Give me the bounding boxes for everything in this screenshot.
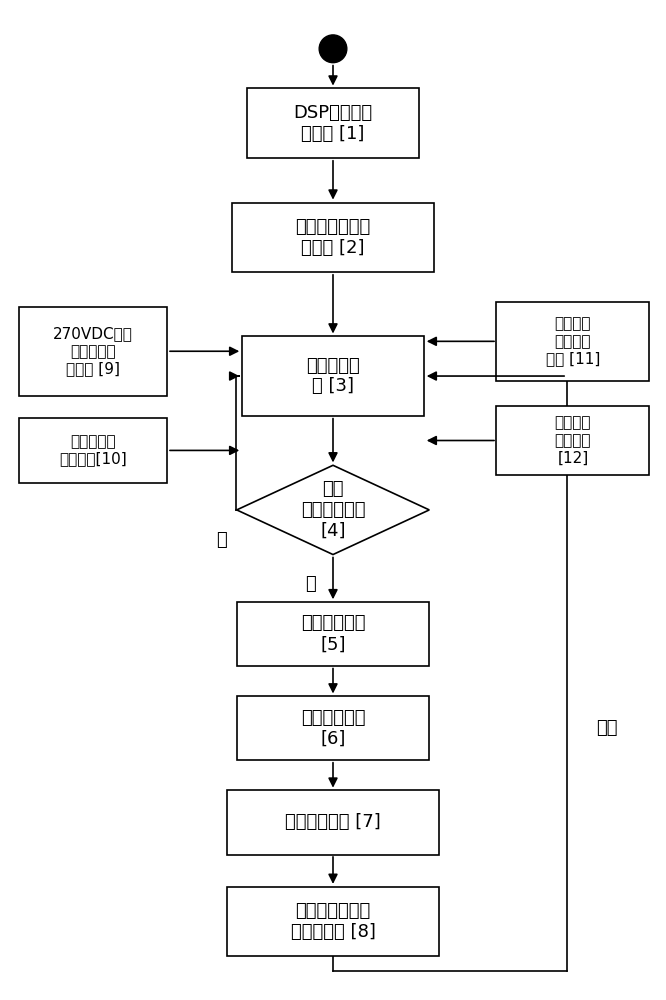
Bar	[227, 887, 439, 956]
Bar	[496, 406, 649, 475]
Text: 270VDC汇流
条电压等电
压信息 [9]: 270VDC汇流 条电压等电 压信息 [9]	[53, 326, 133, 376]
Text: 接触器初始化状
态锁定 [2]: 接触器初始化状 态锁定 [2]	[296, 218, 370, 257]
Bar	[242, 336, 424, 416]
Bar	[19, 418, 167, 483]
Bar	[19, 307, 167, 396]
Text: DSP运行状态
初始化 [1]: DSP运行状态 初始化 [1]	[294, 104, 372, 143]
Bar	[496, 302, 649, 381]
Text: 供电状态检
测 [3]: 供电状态检 测 [3]	[306, 357, 360, 395]
Bar	[232, 202, 434, 272]
Text: 循环: 循环	[596, 719, 617, 737]
Circle shape	[319, 35, 347, 63]
Text: 输出控制信号 [7]: 输出控制信号 [7]	[285, 813, 381, 831]
Text: 供电通道转换
[6]: 供电通道转换 [6]	[301, 709, 365, 747]
Bar	[227, 790, 439, 855]
Text: 是: 是	[305, 575, 316, 593]
Text: 进行供电状态转
换结果确认 [8]: 进行供电状态转 换结果确认 [8]	[290, 902, 376, 941]
Text: 电源系统
故障状态
[12]: 电源系统 故障状态 [12]	[555, 416, 591, 465]
Bar	[236, 696, 430, 760]
Bar	[236, 602, 430, 666]
Text: 电源系统
正常运行
状态 [11]: 电源系统 正常运行 状态 [11]	[545, 316, 600, 366]
Text: 接触器辅助
触点状态[10]: 接触器辅助 触点状态[10]	[59, 434, 127, 467]
Text: 否: 否	[216, 531, 227, 549]
Bar	[246, 88, 420, 158]
Text: 供电
状态变更判定
[4]: 供电 状态变更判定 [4]	[301, 480, 365, 540]
Polygon shape	[236, 465, 430, 555]
Text: 供电状态锁定
[5]: 供电状态锁定 [5]	[301, 614, 365, 653]
